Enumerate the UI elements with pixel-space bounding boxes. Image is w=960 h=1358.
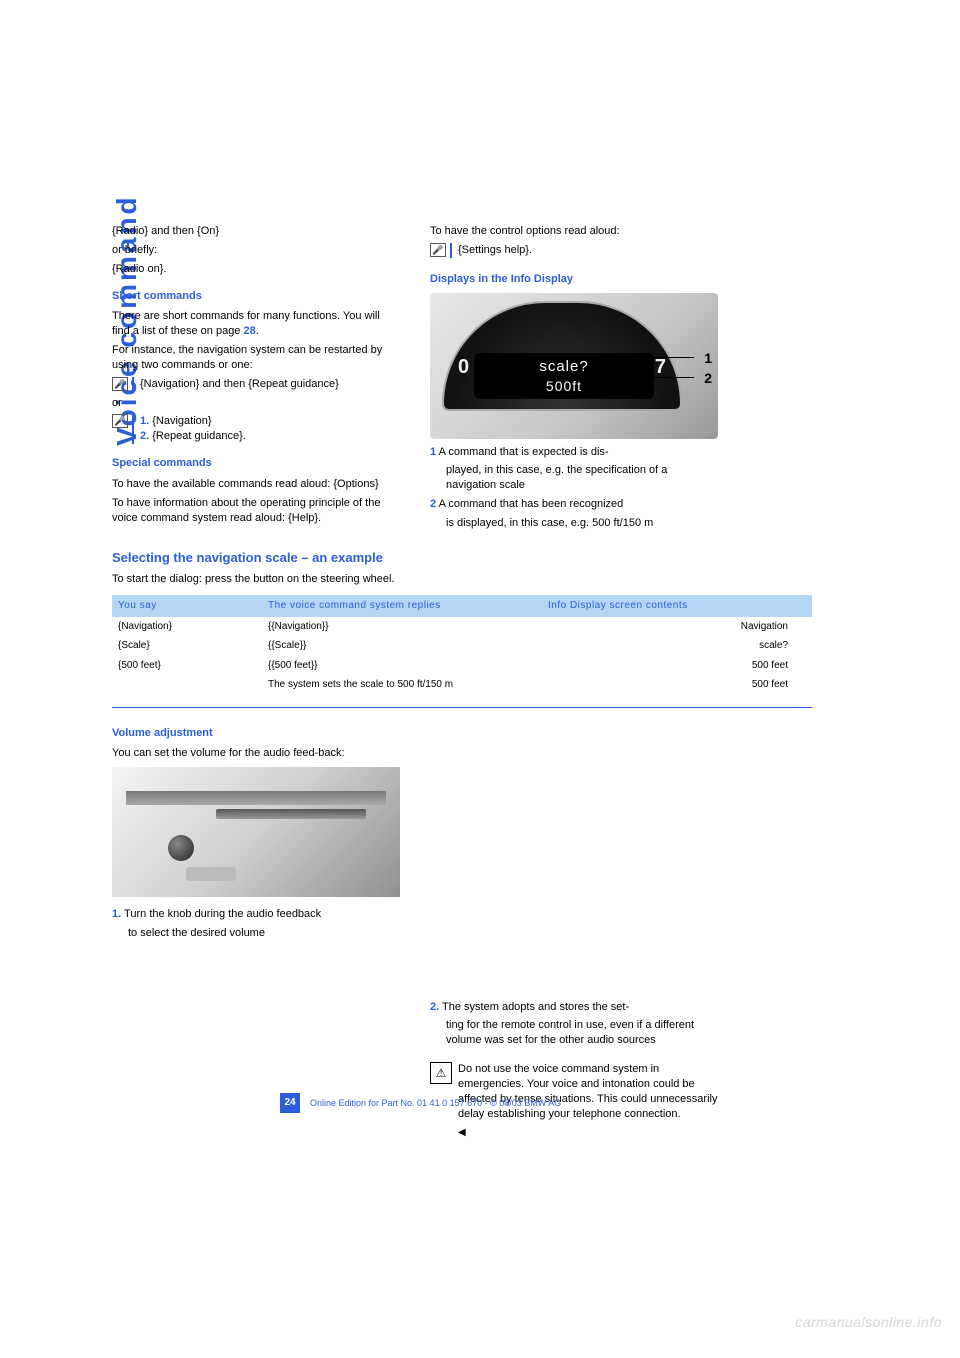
gauge-value-text: 500ft bbox=[474, 377, 654, 396]
special-p2: To have information about the operating … bbox=[112, 496, 400, 526]
num-1: 1. bbox=[112, 908, 121, 920]
volume-left-column: Volume adjustment You can set the volume… bbox=[112, 720, 400, 1139]
example-table-header: You say The voice command system replies… bbox=[112, 595, 812, 617]
dash-strip bbox=[126, 791, 386, 805]
td: {{Navigation}} bbox=[268, 620, 548, 634]
td: {{Scale}} bbox=[268, 639, 548, 653]
callout-line-2 bbox=[634, 377, 694, 378]
sc-l2: {Repeat guidance}. bbox=[152, 430, 246, 442]
warning-end-marker: ◀ bbox=[458, 1126, 718, 1140]
example-intro: To start the dialog: press the button on… bbox=[112, 572, 812, 587]
th-reply: The voice command system replies bbox=[268, 599, 548, 613]
special-p1: To have the available commands read alou… bbox=[112, 477, 400, 492]
short-commands-heading: Short commands bbox=[112, 289, 400, 304]
vol-step-1a: Turn the knob during the audio feedback bbox=[124, 908, 321, 920]
example-heading: Selecting the navigation scale – an exam… bbox=[112, 549, 812, 567]
desc-1: 1 A command that is expected is dis- bbox=[430, 445, 718, 460]
num-2: 2. bbox=[140, 430, 149, 442]
cd-slot bbox=[216, 809, 366, 819]
special-commands-heading: Special commands bbox=[112, 456, 400, 471]
mic-icon: 🎤 bbox=[430, 243, 446, 257]
num-1: 1. bbox=[140, 415, 149, 427]
r-line1: To have the control options read aloud: bbox=[430, 224, 718, 239]
td: {Scale} bbox=[118, 639, 268, 653]
callout-2: 2 bbox=[704, 369, 712, 388]
num-2: 2 bbox=[430, 498, 436, 510]
table-row: {Scale} {{Scale}} scale? bbox=[112, 636, 812, 656]
gauge-scale-text: scale? bbox=[474, 357, 654, 377]
desc-1a: A command that is expected is dis- bbox=[439, 446, 609, 458]
mic-icon: 🎤 bbox=[112, 377, 128, 391]
short-p1b: . bbox=[256, 325, 259, 337]
td: {500 feet} bbox=[118, 659, 268, 673]
td: Navigation bbox=[548, 620, 798, 634]
desc-1b: played, in this case, e.g. the specifica… bbox=[430, 463, 718, 493]
td: scale? bbox=[548, 639, 798, 653]
page-number-badge: 24 bbox=[280, 1093, 300, 1113]
intro-line-2: or briefly: bbox=[112, 243, 400, 258]
vol-step-1: 1. Turn the knob during the audio feedba… bbox=[112, 907, 400, 922]
sc-list-row: 2. {Repeat guidance}. bbox=[140, 429, 246, 444]
vol-step-2a: The system adopts and stores the set- bbox=[442, 1001, 629, 1013]
watermark-text: carmanualsonline.info bbox=[795, 1313, 942, 1332]
desc-2a: A command that has been recognized bbox=[439, 498, 624, 510]
td: {Navigation} bbox=[118, 620, 268, 634]
gauge-info-panel: scale? 500ft bbox=[474, 353, 654, 399]
warning-text: Do not use the voice command system in e… bbox=[458, 1062, 718, 1121]
td: The system sets the scale to 500 ft/150 … bbox=[268, 678, 548, 692]
volume-knob bbox=[168, 835, 194, 861]
desc-2: 2 A command that has been recognized bbox=[430, 497, 718, 512]
td: 500 feet bbox=[548, 659, 798, 673]
th-info-display: Info Display screen contents bbox=[548, 599, 798, 613]
page-link-28[interactable]: 28 bbox=[243, 325, 255, 337]
td bbox=[118, 678, 268, 692]
callout-line-1 bbox=[634, 357, 694, 358]
dashboard-image: MV010102UI01 bbox=[112, 767, 400, 897]
td: 500 feet bbox=[548, 678, 798, 692]
intro-line-1: {Radio} and then {On} bbox=[112, 224, 400, 239]
image-code-2: MV010102UI01 bbox=[389, 893, 398, 897]
mic-icon: 🎤 bbox=[112, 414, 128, 428]
sc-or: or bbox=[112, 396, 400, 411]
footer-text: Online Edition for Part No. 01 41 0 157 … bbox=[310, 1097, 561, 1109]
dash-opening bbox=[186, 867, 236, 881]
table-row: The system sets the scale to 500 ft/150 … bbox=[112, 675, 812, 695]
volume-intro: You can set the volume for the audio fee… bbox=[112, 746, 400, 761]
instrument-cluster-image: 0 7 scale? 500ft 1 2 MV010201UR0 bbox=[430, 293, 718, 439]
vol-step-2: 2. The system adopts and stores the set- bbox=[430, 1000, 718, 1015]
short-command-block-1: 🎤 {Navigation} and then {Repeat guidance… bbox=[112, 377, 400, 392]
short-commands-p1: There are short commands for many functi… bbox=[112, 309, 400, 339]
page-content: {Radio} and then {On} or briefly: {Radio… bbox=[112, 224, 812, 1139]
num-2: 2. bbox=[430, 1001, 439, 1013]
left-column: {Radio} and then {On} or briefly: {Radio… bbox=[112, 224, 400, 535]
sc-list-row: 1. {Navigation} bbox=[140, 414, 246, 429]
volume-heading: Volume adjustment bbox=[112, 726, 400, 741]
r-line2-block: 🎤 {Settings help}. bbox=[430, 243, 718, 258]
volume-right-column: 2. The system adopts and stores the set-… bbox=[430, 720, 718, 1139]
num-1: 1 bbox=[430, 446, 436, 458]
section-divider bbox=[112, 707, 812, 708]
sc-l1: {Navigation} bbox=[152, 415, 211, 427]
td: {{500 feet}} bbox=[268, 659, 548, 673]
vol-step-1b: to select the desired volume bbox=[112, 926, 400, 941]
callout-1: 1 bbox=[704, 349, 712, 368]
image-code: MV010201UR0 bbox=[707, 435, 716, 439]
display-heading: Displays in the Info Display bbox=[430, 272, 718, 287]
short-command-block-2: 🎤 1. {Navigation} 2. {Repeat guidance}. bbox=[112, 414, 400, 444]
sc-line-1: {Navigation} and then {Repeat guidance} bbox=[132, 377, 339, 392]
table-row: {Navigation} {{Navigation}} Navigation bbox=[112, 617, 812, 637]
r-line2: {Settings help}. bbox=[450, 243, 532, 258]
right-column: To have the control options read aloud: … bbox=[430, 224, 718, 535]
example-intro-text: To start the dialog: press the button on… bbox=[112, 573, 395, 585]
warning-icon: ⚠ bbox=[430, 1062, 452, 1084]
gauge-min: 0 bbox=[458, 354, 469, 381]
vol-step-2b: ting for the remote control in use, even… bbox=[430, 1018, 718, 1048]
table-row: {500 feet} {{500 feet}} 500 feet bbox=[112, 656, 812, 676]
desc-2b: is displayed, in this case, e.g. 500 ft/… bbox=[430, 516, 718, 531]
th-you-say: You say bbox=[118, 599, 268, 613]
intro-line-3: {Radio on}. bbox=[112, 262, 400, 277]
short-commands-p2: For instance, the navigation system can … bbox=[112, 343, 400, 373]
